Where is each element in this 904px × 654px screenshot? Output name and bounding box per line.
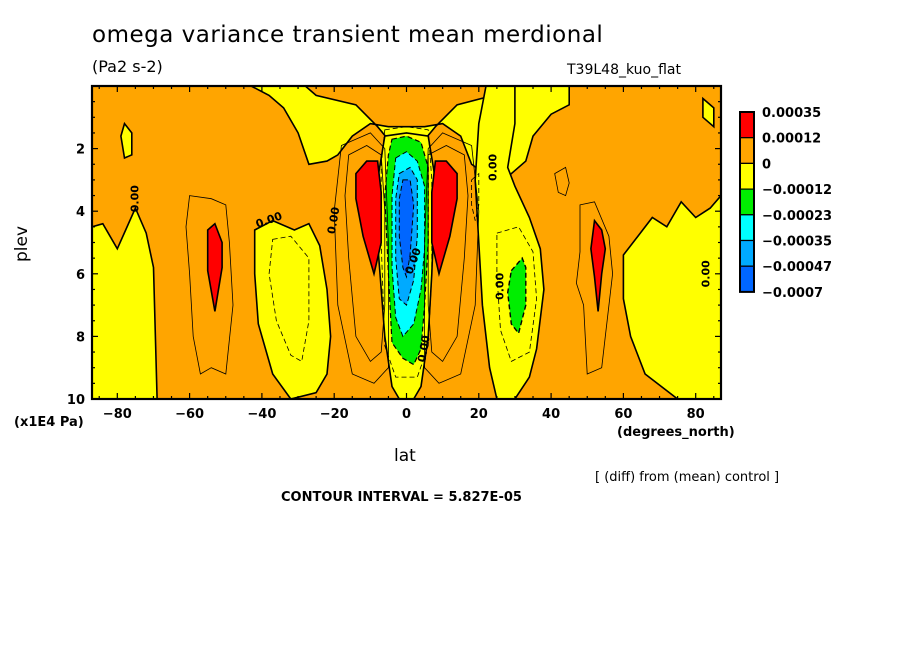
x-axis-label: lat bbox=[394, 446, 416, 466]
contour-line-positive-1 bbox=[344, 145, 386, 363]
contour-line-positive-2 bbox=[333, 132, 389, 384]
legend-label: −0.00012 bbox=[762, 183, 832, 198]
chart-title: omega variance transient mean merdional bbox=[92, 22, 604, 48]
contour-line-positive-6 bbox=[554, 166, 570, 197]
legend-swatch bbox=[739, 214, 755, 242]
x-axis: −80 −60 −40 −20 0 20 40 60 80 bbox=[98, 86, 715, 422]
x-tick-label: −20 bbox=[320, 407, 349, 422]
fill-blue-equator bbox=[398, 179, 415, 279]
legend-label: −0.0007 bbox=[762, 286, 823, 301]
contour-line-positive-4 bbox=[424, 132, 480, 384]
legend-label: −0.00047 bbox=[762, 260, 832, 275]
contour-label: 0.00 bbox=[700, 260, 713, 287]
legend-swatch bbox=[739, 162, 755, 190]
x-tick-label: 60 bbox=[614, 407, 632, 422]
contour-line-negative-0 bbox=[268, 235, 310, 363]
y-axis: 2 4 6 8 10 bbox=[67, 101, 721, 408]
x-tick-label: 20 bbox=[470, 407, 488, 422]
contour-interval-value: 5.827E-05 bbox=[448, 490, 522, 505]
y-tick-label: 4 bbox=[76, 205, 85, 220]
legend-border bbox=[739, 111, 755, 293]
legend-swatch bbox=[739, 265, 755, 293]
contour-label: 0.00 bbox=[325, 206, 343, 235]
legend-label: −0.00035 bbox=[762, 235, 832, 250]
fill-green-nh bbox=[506, 256, 527, 335]
contour-line-negative-1 bbox=[496, 226, 538, 362]
y-tick-label: 10 bbox=[67, 393, 85, 408]
contour-label: 0.00 bbox=[128, 185, 141, 212]
contour-line-positive-5 bbox=[575, 201, 614, 375]
legend-label: 0 bbox=[762, 157, 771, 172]
contour-interval: CONTOUR INTERVAL = 5.827E-05 bbox=[281, 490, 522, 505]
contour-line-positive-0 bbox=[185, 195, 234, 375]
x-tick-label: 40 bbox=[542, 407, 560, 422]
y-tick-label: 6 bbox=[76, 268, 85, 283]
diff-annotation: [ (diff) from (mean) control ] bbox=[595, 470, 780, 485]
legend-label: 0.00012 bbox=[762, 132, 821, 147]
fill-yellow-region-7 bbox=[702, 96, 715, 129]
contour-label: 0.00 bbox=[493, 272, 506, 299]
legend-label: 0.00035 bbox=[762, 106, 821, 121]
y-tick-label: 2 bbox=[76, 143, 85, 158]
fill-yellow-region-2 bbox=[253, 219, 332, 399]
x-tick-label: −60 bbox=[175, 407, 204, 422]
contour-label: 0.00 bbox=[486, 153, 499, 180]
legend-swatch bbox=[739, 188, 755, 216]
contour-line-negative-3 bbox=[380, 126, 433, 378]
fill-yellow-region-1 bbox=[92, 206, 158, 399]
contour-line-negative-2 bbox=[471, 172, 480, 221]
legend-swatch bbox=[739, 137, 755, 164]
legend-swatch bbox=[739, 239, 755, 267]
fill-red-max-3 bbox=[590, 218, 607, 312]
legend-swatch bbox=[739, 111, 755, 139]
y-axis-units: (x1E4 Pa) bbox=[14, 415, 84, 430]
x-tick-label: −80 bbox=[103, 407, 132, 422]
contour-lines: 0.000.00 0.000.000.000.000.00 0.00 bbox=[128, 126, 713, 384]
contour-label: 0.00 bbox=[415, 334, 433, 363]
fill-yellow-region-6 bbox=[120, 121, 133, 160]
fill-yellow-region-5 bbox=[622, 194, 721, 399]
chart-units: (Pa2 s-2) bbox=[92, 57, 163, 76]
contour-line-positive-3 bbox=[427, 145, 469, 363]
y-tick-label: 8 bbox=[76, 330, 85, 345]
x-axis-units: (degrees_north) bbox=[617, 425, 735, 440]
colorbar-legend: 0.00035 0.00012 0 −0.00012 −0.00023 −0.00035 −… bbox=[739, 106, 832, 301]
contour-fills bbox=[92, 86, 721, 399]
experiment-label: T39L48_kuo_flat bbox=[567, 62, 681, 78]
legend-label: −0.00023 bbox=[762, 209, 832, 224]
x-tick-label: 80 bbox=[687, 407, 705, 422]
fill-red-max-0 bbox=[206, 222, 223, 312]
x-tick-label: −40 bbox=[247, 407, 276, 422]
x-tick-label: 0 bbox=[402, 407, 411, 422]
